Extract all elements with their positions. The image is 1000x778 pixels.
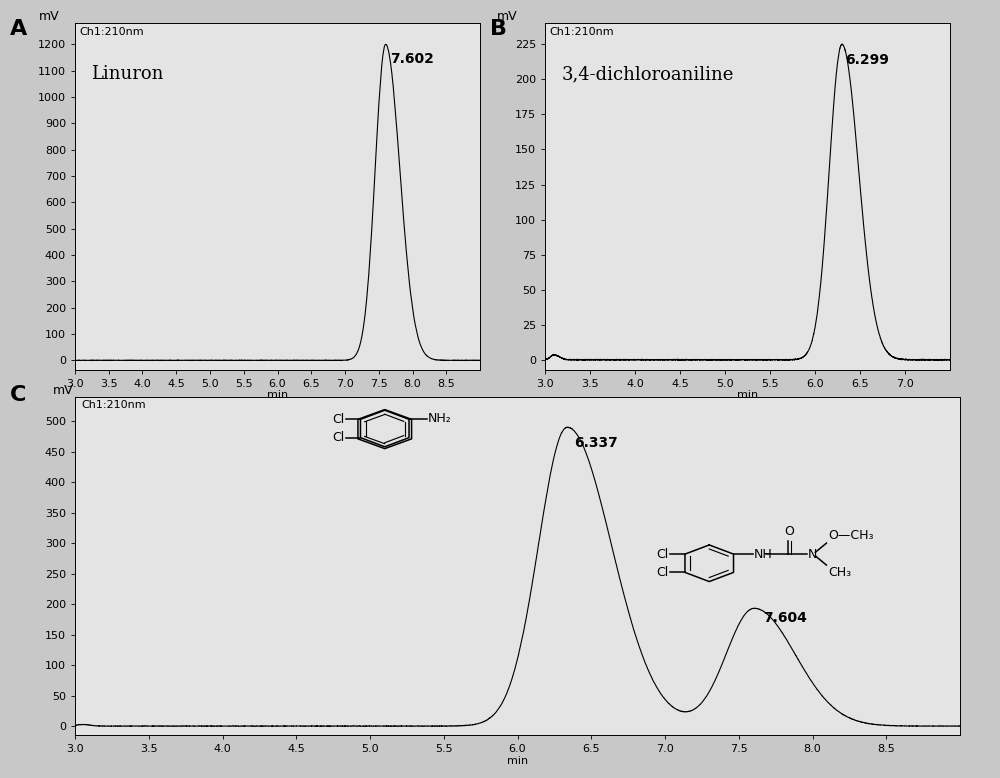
Text: N: N bbox=[808, 548, 817, 561]
Text: Cl: Cl bbox=[332, 431, 344, 444]
Text: 6.299: 6.299 bbox=[846, 53, 889, 67]
Text: A: A bbox=[10, 19, 27, 40]
Text: B: B bbox=[490, 19, 507, 40]
X-axis label: min: min bbox=[737, 390, 758, 400]
Text: Ch1:210nm: Ch1:210nm bbox=[549, 26, 614, 37]
Text: O: O bbox=[785, 525, 795, 538]
Text: mV: mV bbox=[53, 384, 74, 397]
Text: NH: NH bbox=[754, 548, 773, 561]
Text: 3,4-dichloroaniline: 3,4-dichloroaniline bbox=[561, 65, 734, 83]
Text: 7.604: 7.604 bbox=[763, 612, 807, 626]
Text: mV: mV bbox=[39, 10, 59, 23]
Text: Ch1:210nm: Ch1:210nm bbox=[81, 400, 146, 410]
Text: NH₂: NH₂ bbox=[428, 412, 452, 426]
Text: Cl: Cl bbox=[657, 566, 669, 579]
Text: O—CH₃: O—CH₃ bbox=[828, 529, 873, 542]
Text: Ch1:210nm: Ch1:210nm bbox=[79, 26, 144, 37]
Text: mV: mV bbox=[496, 10, 517, 23]
X-axis label: min: min bbox=[267, 390, 288, 400]
Text: Linuron: Linuron bbox=[91, 65, 164, 83]
Text: 7.602: 7.602 bbox=[390, 52, 434, 66]
Text: 6.337: 6.337 bbox=[575, 436, 618, 450]
Text: CH₃: CH₃ bbox=[828, 566, 851, 580]
Text: Cl: Cl bbox=[332, 413, 344, 426]
Text: C: C bbox=[10, 385, 26, 405]
Text: Cl: Cl bbox=[657, 548, 669, 561]
X-axis label: min: min bbox=[507, 755, 528, 766]
